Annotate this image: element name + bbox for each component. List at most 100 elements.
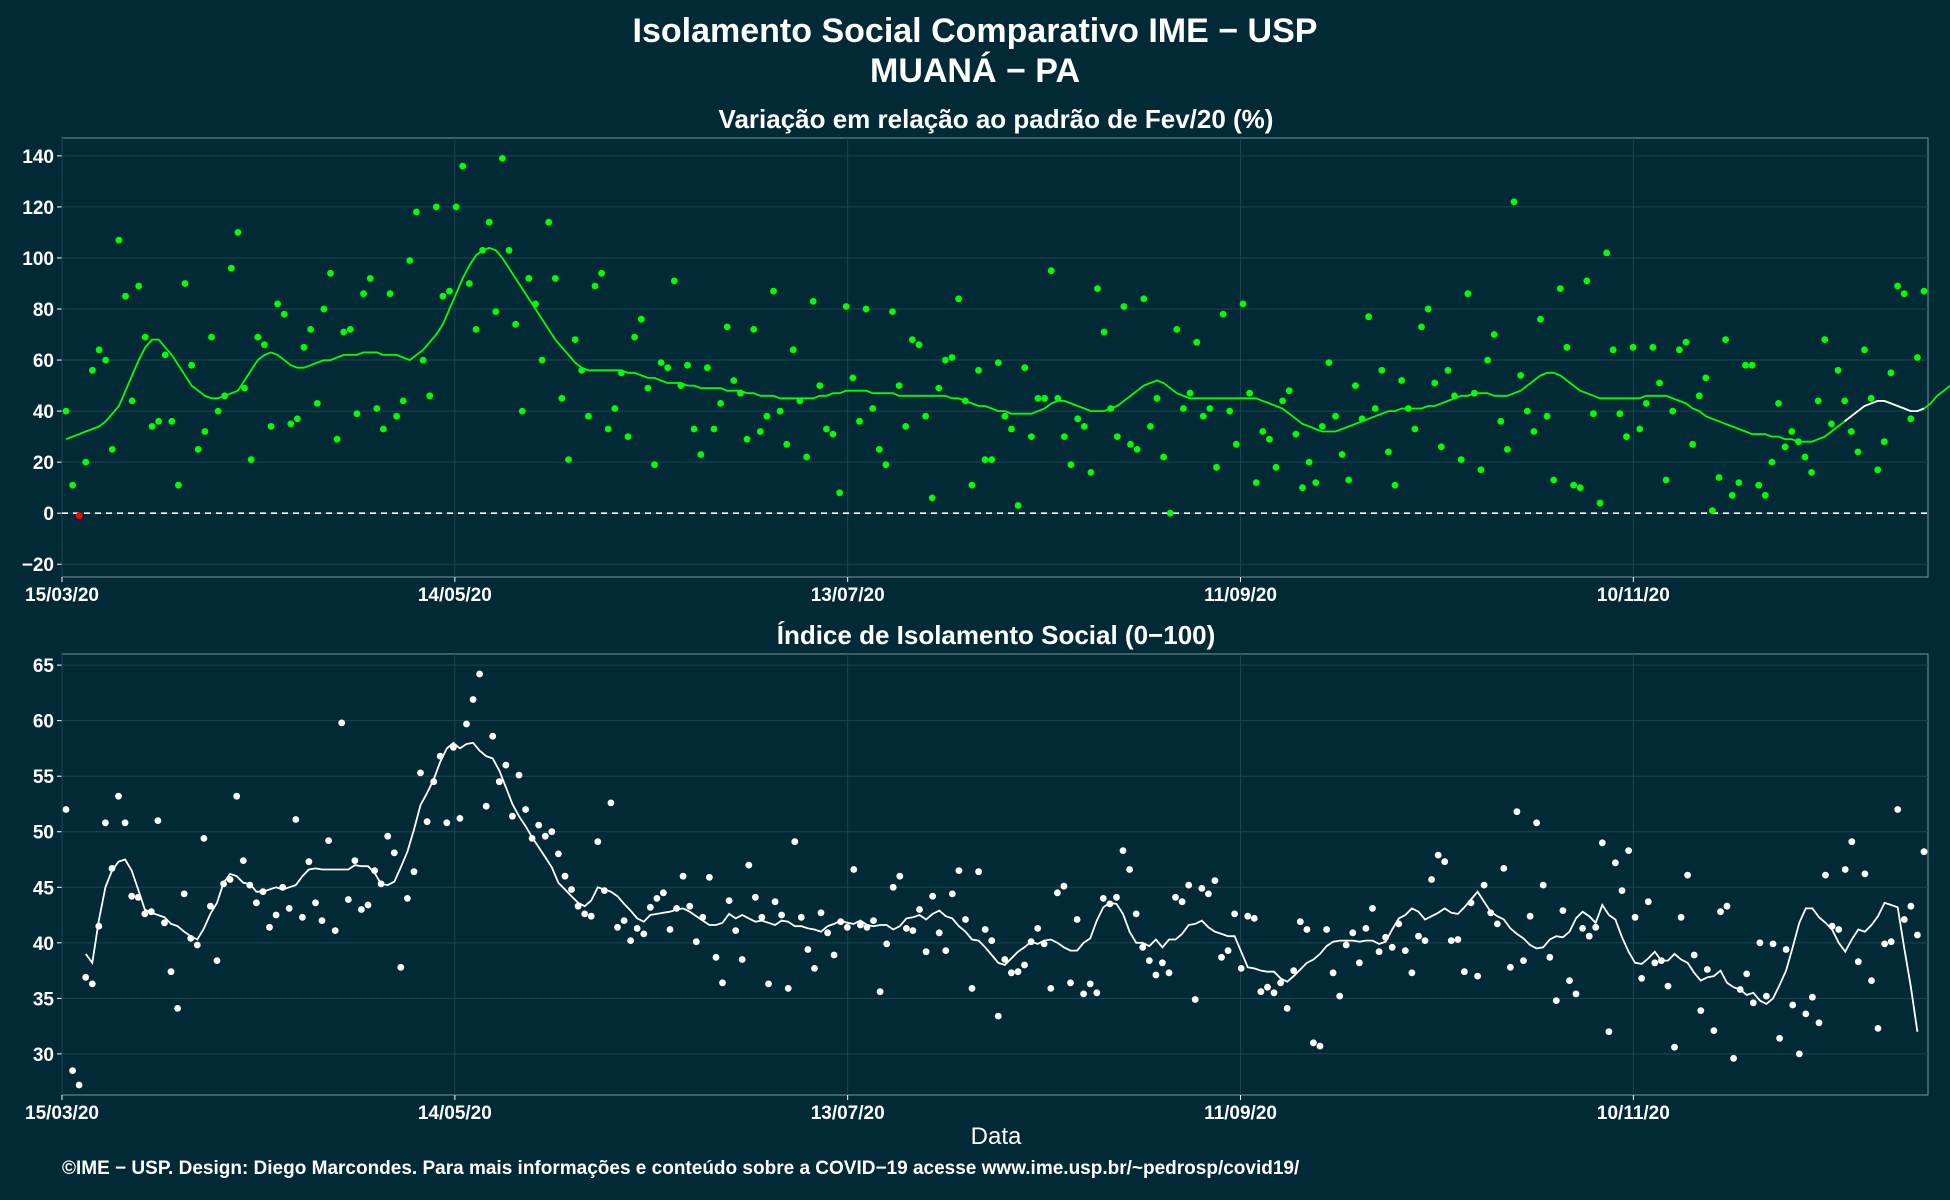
data-point xyxy=(1113,433,1121,440)
data-point xyxy=(640,930,648,938)
data-point xyxy=(1530,428,1538,435)
data-point xyxy=(568,886,575,893)
data-point xyxy=(1815,1019,1823,1027)
data-point xyxy=(532,300,539,308)
data-point xyxy=(1854,958,1862,966)
data-point xyxy=(1537,315,1544,323)
data-point xyxy=(128,397,136,405)
y-tick-label: 100 xyxy=(22,249,54,270)
data-point xyxy=(644,384,652,392)
data-point xyxy=(495,778,503,786)
data-point xyxy=(1270,989,1278,997)
data-point xyxy=(1867,394,1875,402)
data-point xyxy=(509,812,516,820)
data-point xyxy=(1709,507,1716,514)
data-point xyxy=(1454,936,1462,943)
data-point xyxy=(1900,916,1908,923)
data-point xyxy=(1761,491,1769,499)
data-point xyxy=(147,908,155,916)
data-point xyxy=(161,351,169,359)
data-point xyxy=(1239,300,1247,308)
data-point xyxy=(710,425,718,433)
data-point xyxy=(1907,902,1915,910)
data-point xyxy=(499,155,506,162)
data-point xyxy=(578,366,586,374)
data-point xyxy=(961,397,969,405)
data-point xyxy=(459,162,467,170)
data-point xyxy=(1682,338,1690,346)
data-point xyxy=(366,275,374,282)
data-point xyxy=(843,923,851,931)
data-point xyxy=(975,366,982,374)
data-point xyxy=(450,743,457,751)
data-point xyxy=(1047,267,1055,275)
data-point xyxy=(837,918,845,926)
data-point xyxy=(201,428,209,435)
data-point xyxy=(627,937,634,944)
data-point xyxy=(227,264,235,272)
data-point xyxy=(287,420,295,428)
data-point xyxy=(1526,912,1534,920)
data-point xyxy=(1451,392,1458,400)
data-point xyxy=(1487,909,1495,917)
data-point xyxy=(430,778,438,786)
data-point xyxy=(122,292,129,300)
y-tick-label: 45 xyxy=(33,878,55,899)
data-point xyxy=(272,911,280,919)
panel-title-variation: Variação em relação ao padrão de Fev/20 … xyxy=(719,104,1274,134)
data-point xyxy=(1160,453,1167,461)
data-point xyxy=(1625,847,1632,854)
data-point xyxy=(1907,415,1915,423)
data-point xyxy=(1120,303,1128,310)
data-point xyxy=(1769,940,1777,948)
data-point xyxy=(776,407,784,415)
data-point xyxy=(1074,415,1082,423)
data-point xyxy=(1576,484,1584,492)
data-point xyxy=(1447,937,1455,944)
data-point xyxy=(1054,889,1061,897)
data-point xyxy=(719,979,726,987)
data-point xyxy=(479,246,486,254)
data-point xyxy=(962,916,969,923)
data-point xyxy=(1781,443,1789,451)
data-point xyxy=(1395,920,1403,928)
data-point xyxy=(1325,359,1333,366)
data-point xyxy=(1418,323,1425,331)
data-point xyxy=(1434,851,1442,859)
data-point xyxy=(1047,985,1055,992)
data-point xyxy=(889,308,896,315)
data-point xyxy=(174,1005,182,1012)
y-tick-label: 40 xyxy=(33,934,54,955)
x-tick-label: 11/09/20 xyxy=(1204,1103,1277,1124)
data-point xyxy=(545,218,553,226)
data-point xyxy=(803,453,810,461)
data-point xyxy=(692,938,700,946)
data-point xyxy=(686,902,694,910)
data-point xyxy=(1623,433,1630,440)
data-point xyxy=(1191,996,1199,1003)
data-point xyxy=(108,446,116,453)
data-point xyxy=(824,929,831,937)
data-point xyxy=(1021,961,1028,969)
data-point xyxy=(1186,389,1194,397)
data-point xyxy=(1484,356,1491,364)
data-point xyxy=(942,356,949,364)
data-point xyxy=(1250,915,1258,922)
data-point xyxy=(809,297,817,305)
data-point xyxy=(657,359,665,366)
data-point xyxy=(200,835,208,842)
data-point xyxy=(541,832,549,840)
data-point xyxy=(1264,983,1271,991)
data-point xyxy=(386,290,394,298)
data-point xyxy=(489,732,497,740)
data-point xyxy=(1139,943,1147,951)
data-point xyxy=(876,988,884,996)
data-point xyxy=(1795,1050,1803,1058)
data-point xyxy=(660,889,667,897)
data-point xyxy=(82,458,90,466)
data-point xyxy=(1244,912,1252,920)
data-point xyxy=(765,980,772,988)
data-point xyxy=(1782,946,1790,953)
data-point xyxy=(358,906,365,913)
data-point xyxy=(1471,389,1478,397)
